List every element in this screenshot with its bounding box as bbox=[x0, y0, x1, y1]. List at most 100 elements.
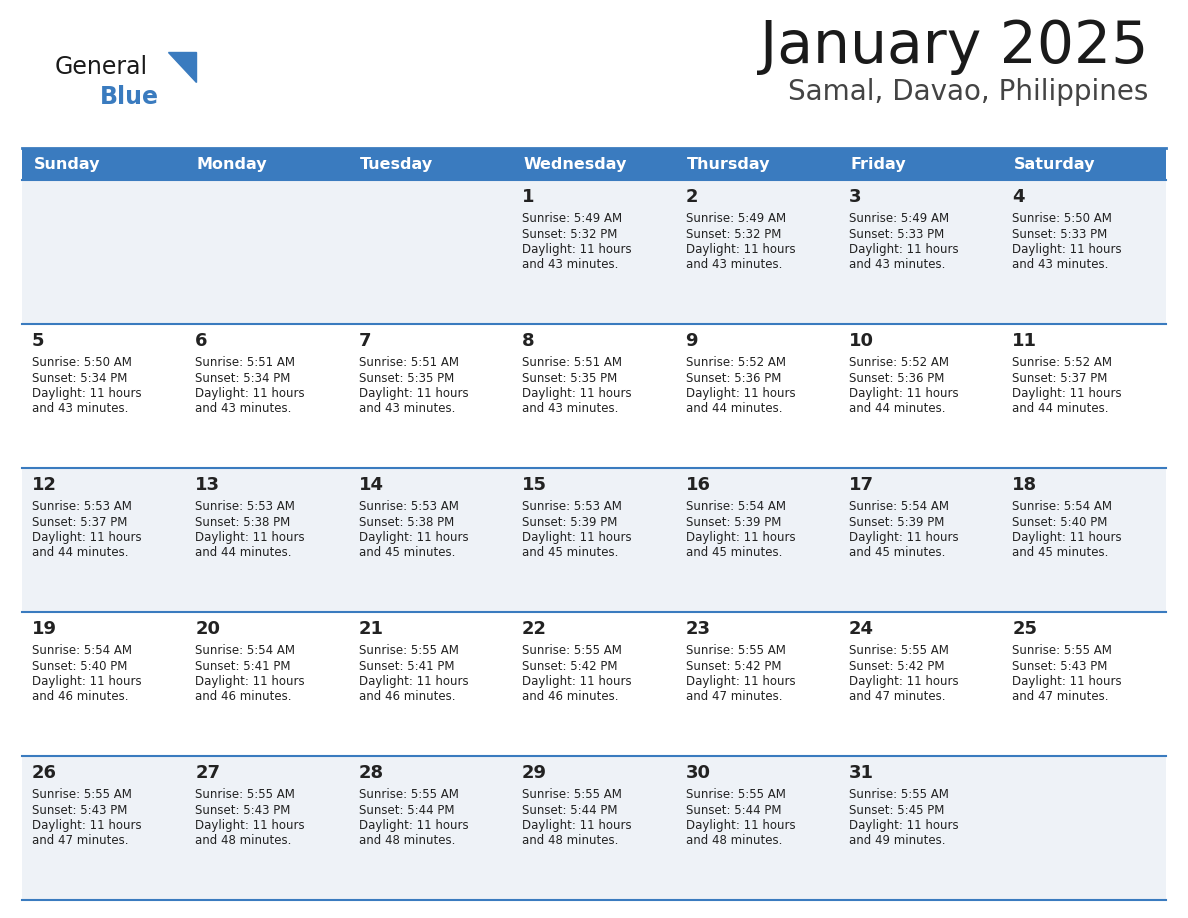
Text: and 49 minutes.: and 49 minutes. bbox=[849, 834, 946, 847]
Text: Daylight: 11 hours: Daylight: 11 hours bbox=[685, 243, 795, 256]
Polygon shape bbox=[168, 52, 196, 82]
Text: Daylight: 11 hours: Daylight: 11 hours bbox=[522, 819, 632, 832]
Text: and 43 minutes.: and 43 minutes. bbox=[685, 259, 782, 272]
Text: Samal, Davao, Philippines: Samal, Davao, Philippines bbox=[788, 78, 1148, 106]
Bar bbox=[185, 468, 349, 612]
Text: Daylight: 11 hours: Daylight: 11 hours bbox=[849, 531, 959, 544]
Text: and 43 minutes.: and 43 minutes. bbox=[32, 402, 128, 416]
Bar bbox=[839, 612, 1003, 756]
Text: Sunrise: 5:49 AM: Sunrise: 5:49 AM bbox=[685, 212, 785, 225]
Text: 5: 5 bbox=[32, 332, 44, 350]
Text: Sunrise: 5:55 AM: Sunrise: 5:55 AM bbox=[1012, 644, 1112, 657]
Text: Sunrise: 5:54 AM: Sunrise: 5:54 AM bbox=[32, 644, 132, 657]
Text: 31: 31 bbox=[849, 764, 874, 782]
Bar bbox=[349, 324, 512, 468]
Text: Sunrise: 5:51 AM: Sunrise: 5:51 AM bbox=[359, 356, 459, 369]
Text: Thursday: Thursday bbox=[687, 156, 771, 172]
Bar bbox=[839, 468, 1003, 612]
Text: 15: 15 bbox=[522, 476, 548, 494]
Text: Sunrise: 5:55 AM: Sunrise: 5:55 AM bbox=[685, 644, 785, 657]
Text: 26: 26 bbox=[32, 764, 57, 782]
Text: and 48 minutes.: and 48 minutes. bbox=[195, 834, 291, 847]
Text: Friday: Friday bbox=[851, 156, 906, 172]
Text: Daylight: 11 hours: Daylight: 11 hours bbox=[32, 819, 141, 832]
Bar bbox=[185, 756, 349, 900]
Text: Daylight: 11 hours: Daylight: 11 hours bbox=[1012, 675, 1121, 688]
Text: Daylight: 11 hours: Daylight: 11 hours bbox=[195, 531, 305, 544]
Text: Sunset: 5:41 PM: Sunset: 5:41 PM bbox=[195, 659, 291, 673]
Bar bbox=[349, 468, 512, 612]
Text: Daylight: 11 hours: Daylight: 11 hours bbox=[32, 675, 141, 688]
Bar bbox=[1003, 148, 1165, 180]
Text: January 2025: January 2025 bbox=[759, 18, 1148, 75]
Text: and 45 minutes.: and 45 minutes. bbox=[685, 546, 782, 559]
Text: Sunset: 5:42 PM: Sunset: 5:42 PM bbox=[522, 659, 618, 673]
Text: Sunrise: 5:54 AM: Sunrise: 5:54 AM bbox=[1012, 500, 1112, 513]
Text: Daylight: 11 hours: Daylight: 11 hours bbox=[522, 531, 632, 544]
Text: 14: 14 bbox=[359, 476, 384, 494]
Text: and 47 minutes.: and 47 minutes. bbox=[1012, 690, 1108, 703]
Text: Sunrise: 5:52 AM: Sunrise: 5:52 AM bbox=[849, 356, 949, 369]
Text: Daylight: 11 hours: Daylight: 11 hours bbox=[359, 819, 468, 832]
Text: Sunset: 5:45 PM: Sunset: 5:45 PM bbox=[849, 803, 944, 816]
Text: Sunrise: 5:49 AM: Sunrise: 5:49 AM bbox=[849, 212, 949, 225]
Text: Sunrise: 5:54 AM: Sunrise: 5:54 AM bbox=[195, 644, 296, 657]
Text: and 47 minutes.: and 47 minutes. bbox=[32, 834, 128, 847]
Bar bbox=[512, 468, 676, 612]
Bar bbox=[23, 180, 185, 324]
Text: Sunrise: 5:50 AM: Sunrise: 5:50 AM bbox=[32, 356, 132, 369]
Text: Sunrise: 5:55 AM: Sunrise: 5:55 AM bbox=[849, 788, 949, 801]
Text: 30: 30 bbox=[685, 764, 710, 782]
Text: Wednesday: Wednesday bbox=[524, 156, 627, 172]
Text: Daylight: 11 hours: Daylight: 11 hours bbox=[32, 531, 141, 544]
Text: Daylight: 11 hours: Daylight: 11 hours bbox=[849, 243, 959, 256]
Text: 10: 10 bbox=[849, 332, 874, 350]
Text: Sunrise: 5:53 AM: Sunrise: 5:53 AM bbox=[195, 500, 295, 513]
Text: Sunset: 5:37 PM: Sunset: 5:37 PM bbox=[32, 516, 127, 529]
Text: and 47 minutes.: and 47 minutes. bbox=[849, 690, 946, 703]
Bar bbox=[349, 148, 512, 180]
Bar bbox=[839, 180, 1003, 324]
Text: Daylight: 11 hours: Daylight: 11 hours bbox=[522, 387, 632, 400]
Text: Sunrise: 5:52 AM: Sunrise: 5:52 AM bbox=[1012, 356, 1112, 369]
Text: 12: 12 bbox=[32, 476, 57, 494]
Text: and 45 minutes.: and 45 minutes. bbox=[359, 546, 455, 559]
Text: Sunset: 5:44 PM: Sunset: 5:44 PM bbox=[685, 803, 781, 816]
Text: Sunrise: 5:55 AM: Sunrise: 5:55 AM bbox=[32, 788, 132, 801]
Text: Monday: Monday bbox=[197, 156, 267, 172]
Text: Sunrise: 5:55 AM: Sunrise: 5:55 AM bbox=[195, 788, 295, 801]
Text: 23: 23 bbox=[685, 620, 710, 638]
Text: Daylight: 11 hours: Daylight: 11 hours bbox=[1012, 387, 1121, 400]
Bar bbox=[23, 324, 185, 468]
Bar bbox=[839, 324, 1003, 468]
Bar bbox=[1003, 324, 1165, 468]
Text: and 48 minutes.: and 48 minutes. bbox=[685, 834, 782, 847]
Text: 8: 8 bbox=[522, 332, 535, 350]
Text: Daylight: 11 hours: Daylight: 11 hours bbox=[849, 387, 959, 400]
Bar bbox=[1003, 756, 1165, 900]
Text: Sunrise: 5:53 AM: Sunrise: 5:53 AM bbox=[32, 500, 132, 513]
Text: 6: 6 bbox=[195, 332, 208, 350]
Text: and 44 minutes.: and 44 minutes. bbox=[1012, 402, 1108, 416]
Text: 21: 21 bbox=[359, 620, 384, 638]
Bar bbox=[839, 756, 1003, 900]
Text: Tuesday: Tuesday bbox=[360, 156, 434, 172]
Text: Sunset: 5:36 PM: Sunset: 5:36 PM bbox=[685, 372, 781, 385]
Text: Sunrise: 5:52 AM: Sunrise: 5:52 AM bbox=[685, 356, 785, 369]
Text: Sunrise: 5:55 AM: Sunrise: 5:55 AM bbox=[849, 644, 949, 657]
Bar bbox=[1003, 180, 1165, 324]
Text: and 43 minutes.: and 43 minutes. bbox=[1012, 259, 1108, 272]
Text: and 43 minutes.: and 43 minutes. bbox=[195, 402, 291, 416]
Text: 9: 9 bbox=[685, 332, 699, 350]
Text: and 46 minutes.: and 46 minutes. bbox=[359, 690, 455, 703]
Text: Daylight: 11 hours: Daylight: 11 hours bbox=[685, 531, 795, 544]
Text: and 44 minutes.: and 44 minutes. bbox=[32, 546, 128, 559]
Bar bbox=[185, 324, 349, 468]
Text: Sunset: 5:32 PM: Sunset: 5:32 PM bbox=[685, 228, 781, 241]
Text: Sunrise: 5:50 AM: Sunrise: 5:50 AM bbox=[1012, 212, 1112, 225]
Text: Sunset: 5:39 PM: Sunset: 5:39 PM bbox=[849, 516, 944, 529]
Text: and 43 minutes.: and 43 minutes. bbox=[522, 259, 619, 272]
Text: Sunset: 5:33 PM: Sunset: 5:33 PM bbox=[1012, 228, 1107, 241]
Text: Daylight: 11 hours: Daylight: 11 hours bbox=[685, 387, 795, 400]
Text: and 45 minutes.: and 45 minutes. bbox=[849, 546, 946, 559]
